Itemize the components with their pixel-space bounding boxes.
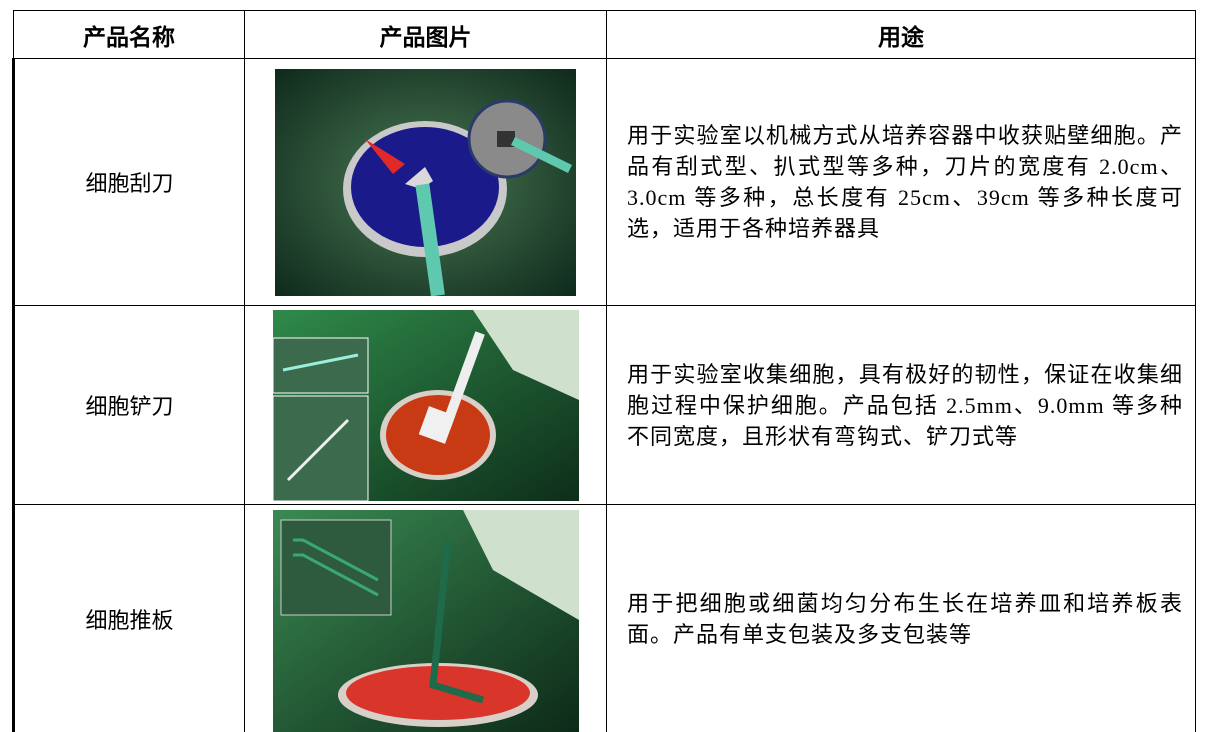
product-image — [273, 510, 579, 732]
header-row: 产品名称 产品图片 用途 — [14, 11, 1196, 59]
product-use: 用于实验室以机械方式从培养容器中收获贴壁细胞。产品有刮式型、扒式型等多种，刀片的… — [607, 59, 1196, 306]
product-use: 用于把细胞或细菌均匀分布生长在培养皿和培养板表面。产品有单支包装及多支包装等 — [607, 505, 1196, 732]
row: 细胞铲刀 用于实验室收集细胞，具有极好的韧性，保证在收集细胞过程中保护细胞。产品… — [14, 306, 1196, 505]
product-table: 产品名称 产品图片 用途 细胞刮刀 用于实验室以机械方式从培养容器中收获贴壁细胞… — [12, 10, 1196, 732]
row: 细胞推板 用于把细胞或细菌均匀分布生长在培养皿和培养板表面。产品有单支包装及多支… — [14, 505, 1196, 732]
header-cell: 产品图片 — [245, 11, 607, 59]
header-cell: 产品名称 — [14, 11, 245, 59]
product-name: 细胞推板 — [14, 505, 245, 732]
product-image — [275, 69, 576, 296]
product-image-cell — [245, 505, 607, 732]
product-image-cell — [245, 59, 607, 306]
row: 细胞刮刀 用于实验室以机械方式从培养容器中收获贴壁细胞。产品有刮式型、扒式型等多… — [14, 59, 1196, 306]
product-image — [273, 310, 579, 501]
product-name: 细胞铲刀 — [14, 306, 245, 505]
product-name: 细胞刮刀 — [14, 59, 245, 306]
product-use: 用于实验室收集细胞，具有极好的韧性，保证在收集细胞过程中保护细胞。产品包括 2.… — [607, 306, 1196, 505]
product-image-cell — [245, 306, 607, 505]
header-cell: 用途 — [607, 11, 1196, 59]
